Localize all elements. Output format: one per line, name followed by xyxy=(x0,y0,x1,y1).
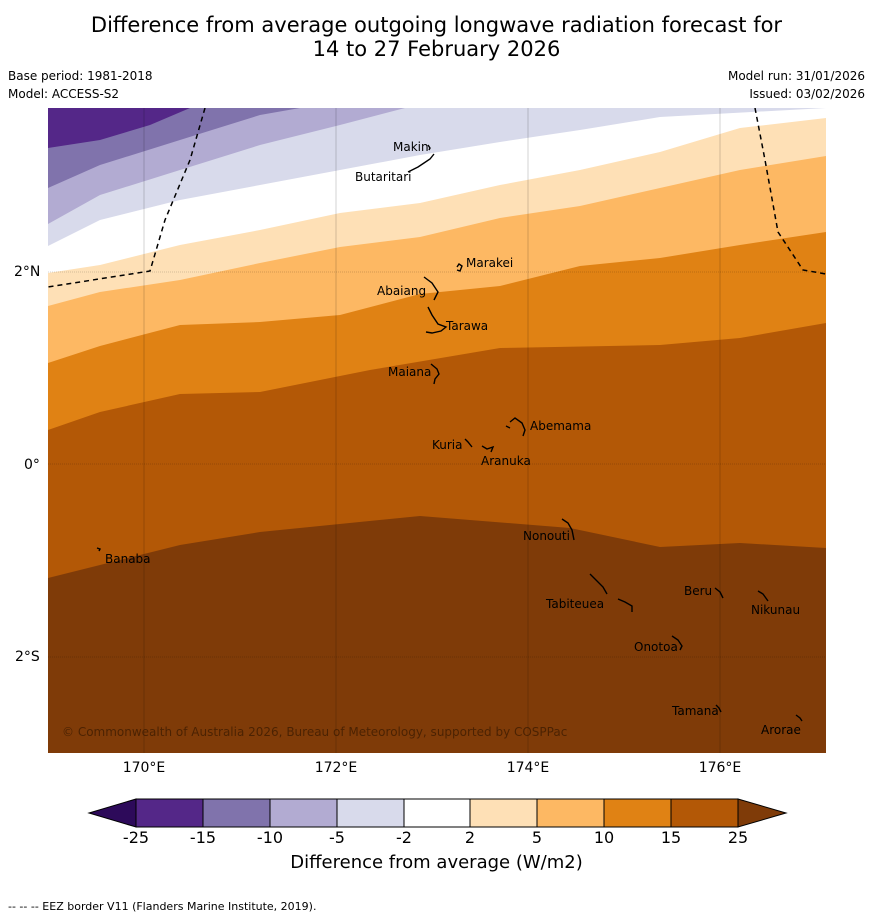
model-name: Model: ACCESS-S2 xyxy=(8,87,120,101)
colorbar-tick: -15 xyxy=(189,828,217,847)
place-label: Arorae xyxy=(761,723,801,737)
lon-label-174e: 174°E xyxy=(506,760,550,776)
colorbar-tick: -2 xyxy=(396,828,412,847)
place-label: Nonouti xyxy=(523,529,570,543)
grid-lines xyxy=(48,108,826,753)
colorbar-swatch-6 xyxy=(469,798,538,828)
place-label: Onotoa xyxy=(634,640,678,654)
title-line-1: Difference from average outgoing longwav… xyxy=(90,13,783,37)
colorbar-label: Difference from average (W/m2) xyxy=(290,852,583,873)
colorbar-swatch-2 xyxy=(202,798,271,828)
lon-label-172e: 172°E xyxy=(314,760,358,776)
lat-label-2s: 2°S xyxy=(15,649,40,665)
place-label: Abaiang xyxy=(377,284,427,298)
lat-label-0: 0° xyxy=(24,457,40,473)
colorbar-swatch-8 xyxy=(603,798,672,828)
colorbar-tick: 25 xyxy=(727,828,749,847)
place-label: Aranuka xyxy=(481,454,531,468)
map-panel xyxy=(48,108,826,753)
issued-date: Issued: 03/02/2026 xyxy=(749,87,865,101)
place-label: Abemama xyxy=(530,419,592,433)
colorbar-extend-high xyxy=(737,798,788,828)
island-outlines xyxy=(96,144,803,722)
base-period: Base period: 1981-2018 xyxy=(8,69,153,83)
place-label: Maiana xyxy=(388,365,432,379)
colorbar-swatch-1 xyxy=(135,798,204,828)
colorbar-tick: 2 xyxy=(464,828,476,847)
colorbar-tick: 15 xyxy=(660,828,682,847)
colorbar-swatch-9 xyxy=(670,798,739,828)
footer-note: -- -- -- EEZ border V11 (Flanders Marine… xyxy=(8,900,317,913)
place-label: Kuria xyxy=(432,438,463,452)
place-label: Makin xyxy=(393,140,429,154)
lat-label-2n: 2°N xyxy=(14,264,41,280)
colorbar-tick: -25 xyxy=(122,828,150,847)
place-label: Butaritari xyxy=(355,170,412,184)
place-label: Beru xyxy=(684,584,713,598)
colorbar-tick: 10 xyxy=(593,828,615,847)
title-line-2: 14 to 27 February 2026 xyxy=(312,37,561,61)
place-label: Banaba xyxy=(105,552,151,566)
colorbar-swatch-3 xyxy=(269,798,338,828)
colorbar xyxy=(87,798,788,828)
lon-label-170e: 170°E xyxy=(122,760,166,776)
colorbar-swatch-5 xyxy=(403,798,471,828)
colorbar-tick: 5 xyxy=(531,828,543,847)
copyright-notice: © Commonwealth of Australia 2026, Bureau… xyxy=(62,725,568,739)
lon-label-176e: 176°E xyxy=(698,760,742,776)
band-minus-15-25 xyxy=(48,108,190,148)
place-label: Tabiteuea xyxy=(546,597,605,611)
colorbar-swatch-7 xyxy=(536,798,605,828)
colorbar-swatch-4 xyxy=(336,798,405,828)
place-label: Marakei xyxy=(466,256,514,270)
eez-border xyxy=(48,108,826,288)
place-label: Nikunau xyxy=(751,603,801,617)
model-run: Model run: 31/01/2026 xyxy=(727,69,865,83)
colorbar-tick: -10 xyxy=(256,828,284,847)
colorbar-extend-low xyxy=(87,798,137,828)
place-label: Tarawa xyxy=(446,319,489,333)
place-label: Tamana xyxy=(672,704,719,718)
colorbar-tick: -5 xyxy=(329,828,345,847)
